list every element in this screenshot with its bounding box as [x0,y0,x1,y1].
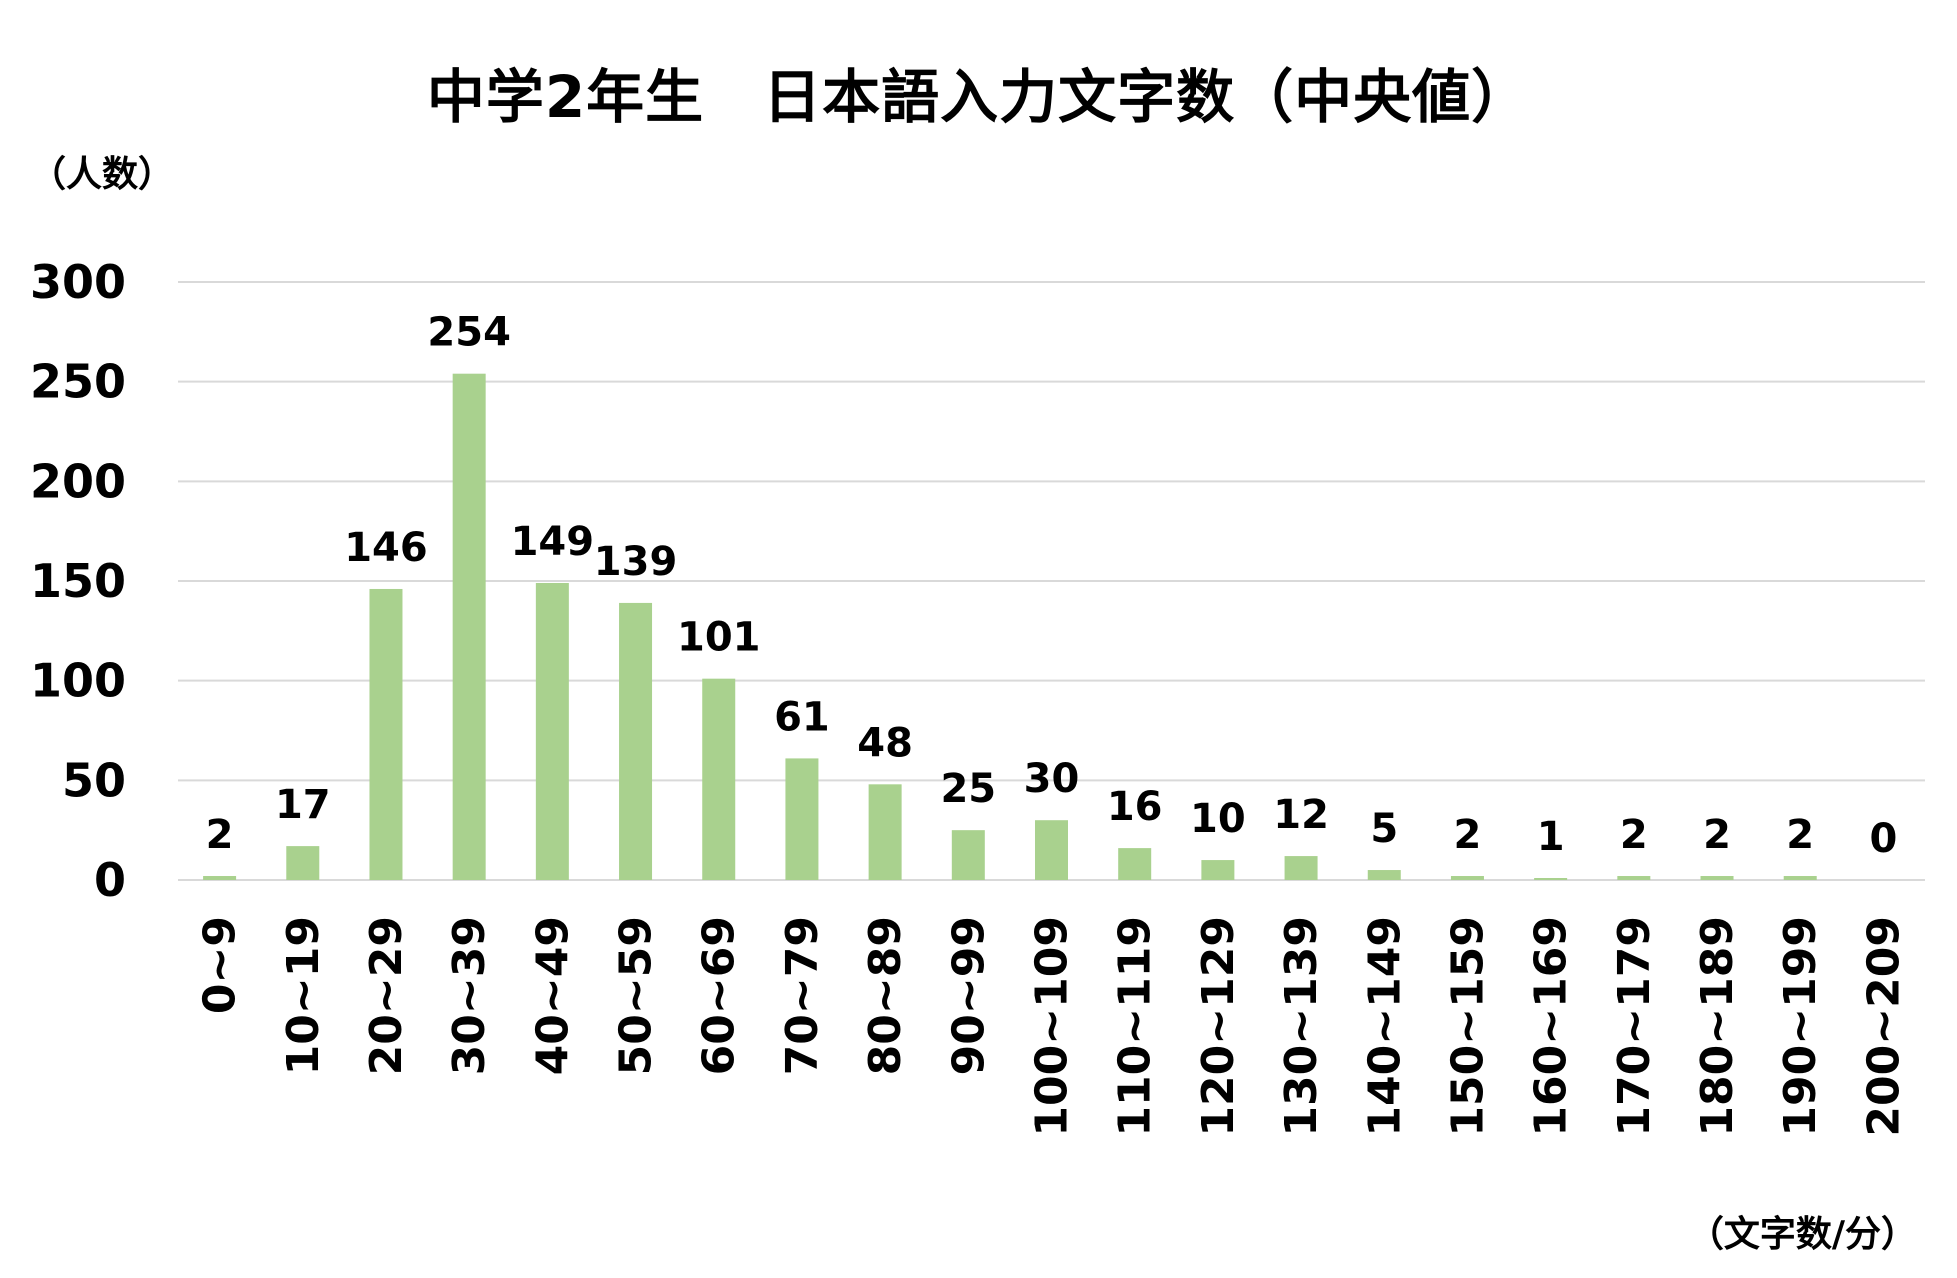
data-label: 1 [1537,814,1565,860]
bar [951,830,985,880]
bar [535,582,569,880]
data-label: 2 [1620,812,1648,858]
bar [1450,876,1484,880]
data-label: 2 [206,812,234,858]
data-label: 0 [1869,816,1897,862]
bar [286,846,320,880]
bar [1201,860,1235,880]
bar [1617,876,1651,880]
bar [868,784,902,880]
data-label: 16 [1107,784,1163,830]
y-tick-label: 200 [30,454,126,508]
data-label: 101 [677,615,761,661]
bar [1118,848,1152,880]
data-label: 2 [1786,812,1814,858]
x-tick-label: 20~29 [361,916,412,1075]
bar-layer [203,373,1817,880]
x-tick-label: 170~179 [1609,916,1660,1137]
data-label: 30 [1024,756,1080,802]
x-axis-label: （文字数/分） [1687,1214,1917,1255]
x-tick-label: 40~49 [527,916,578,1075]
bar [785,758,819,880]
x-tick-label: 190~199 [1775,916,1826,1137]
data-label: 61 [774,694,830,740]
data-label: 17 [275,782,331,828]
y-tick-label: 100 [30,654,126,708]
x-tick-label: 160~169 [1526,916,1577,1137]
bar [1534,878,1568,880]
x-tick-label: 10~19 [278,916,329,1075]
bar [702,678,736,880]
bar [1783,876,1817,880]
bar [619,602,653,880]
data-label: 149 [511,519,595,565]
x-tick-label: 140~149 [1359,916,1410,1137]
y-tick-label: 300 [30,255,126,309]
y-tick-label: 0 [94,853,126,907]
x-tick-label: 150~159 [1442,916,1493,1137]
x-tick-label: 90~99 [943,916,994,1075]
data-label: 48 [857,720,913,766]
x-tick-label: 120~129 [1193,916,1244,1137]
bar [1700,876,1734,880]
data-label: 254 [427,310,511,356]
data-label: 139 [594,539,678,585]
label-layer: 05010015020025030020~91710~1914620~29254… [30,255,1909,1137]
bar [369,588,403,880]
data-label: 10 [1190,796,1246,842]
x-tick-label: 50~59 [611,916,662,1075]
data-label: 2 [1703,812,1731,858]
y-axis-label: （人数） [30,154,175,195]
x-tick-label: 0~9 [195,916,246,1014]
bar [452,373,486,880]
x-tick-label: 80~89 [860,916,911,1075]
x-tick-label: 110~119 [1110,916,1161,1137]
x-tick-label: 200~209 [1858,916,1909,1137]
chart-title: 中学2年生 日本語入力文字数（中央値） [426,63,1531,131]
x-tick-label: 180~189 [1692,916,1743,1137]
data-label: 5 [1370,806,1398,852]
x-tick-label: 100~109 [1027,916,1078,1137]
x-tick-label: 70~79 [777,916,828,1075]
y-tick-label: 250 [30,355,126,409]
y-tick-label: 50 [62,753,126,807]
x-tick-label: 60~69 [694,916,745,1075]
data-label: 25 [940,766,996,812]
data-label: 2 [1454,812,1482,858]
x-tick-label: 30~39 [444,916,495,1075]
data-label: 146 [344,525,428,571]
bar [1035,820,1068,880]
bar [1367,870,1401,880]
data-label: 12 [1273,792,1329,838]
y-tick-label: 150 [30,554,126,608]
x-tick-label: 130~139 [1276,916,1327,1137]
bar [1284,856,1318,880]
bar [203,876,237,880]
